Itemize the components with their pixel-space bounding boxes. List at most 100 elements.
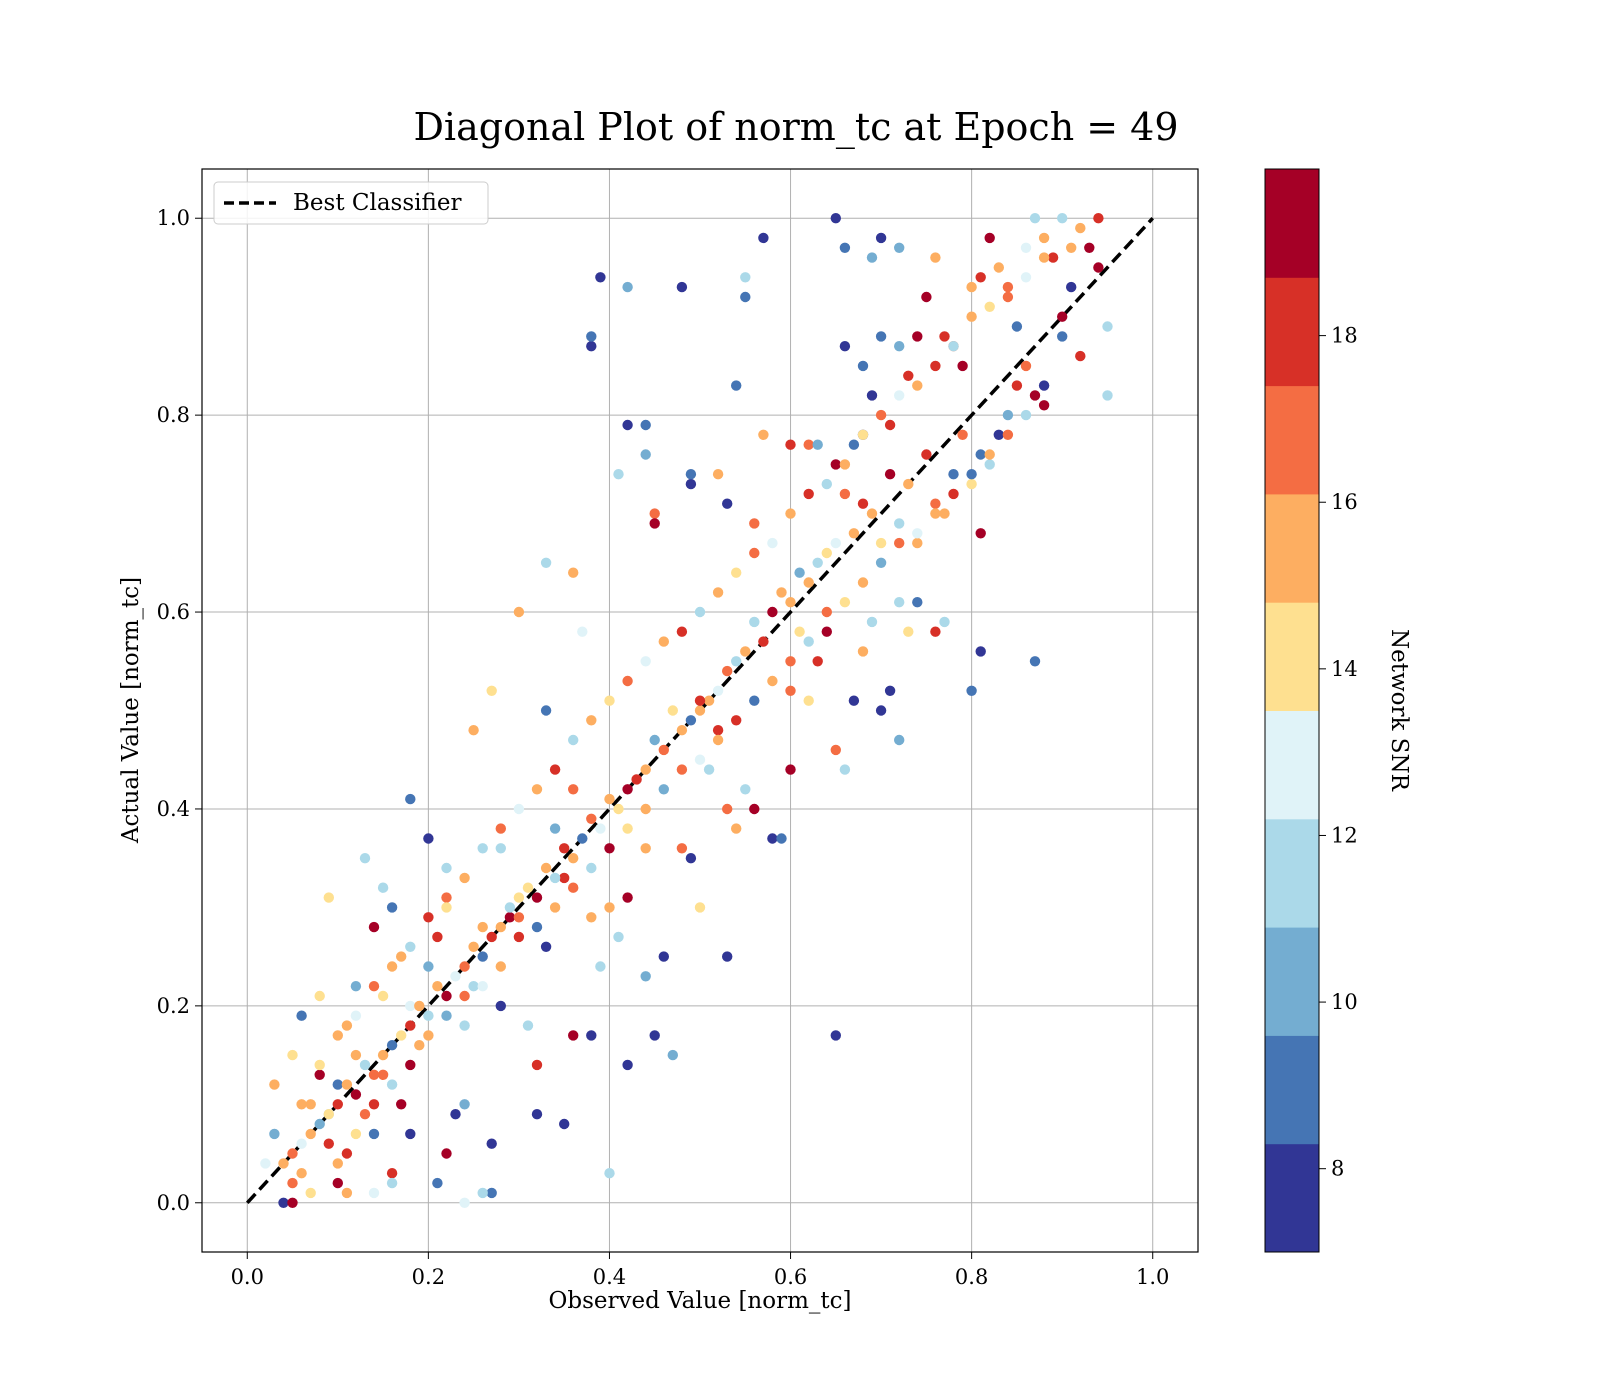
scatter-point (396, 951, 407, 962)
scatter-point (830, 1030, 841, 1041)
scatter-point (513, 606, 525, 618)
scatter-point (857, 577, 869, 588)
scatter-point (993, 262, 1004, 273)
scatter-point (314, 990, 325, 1002)
scatter-point (749, 547, 760, 559)
y-axis-title: Actual Value [norm_tc] (118, 577, 144, 844)
scatter-point (821, 547, 832, 559)
scatter-point (722, 665, 733, 677)
scatter-point (549, 764, 561, 775)
scatter-point (939, 508, 950, 519)
scatter-point (712, 587, 724, 598)
scatter-point (269, 1079, 280, 1090)
scatter-point (712, 725, 724, 736)
scatter-point (694, 695, 706, 706)
scatter-point (894, 597, 905, 608)
scatter-point (930, 360, 941, 372)
scatter-point (875, 557, 887, 568)
scatter-point (866, 508, 878, 519)
scatter-point (930, 498, 941, 509)
scatter-point (830, 744, 841, 756)
scatter-point (405, 941, 416, 952)
scatter-point (685, 853, 697, 864)
scatter-point (731, 823, 742, 834)
scatter-point (1020, 409, 1032, 421)
scatter-point (894, 518, 905, 529)
scatter-point (821, 626, 832, 637)
scatter-point (368, 1069, 380, 1081)
scatter-point (894, 341, 905, 352)
scatter-point (350, 1049, 362, 1061)
scatter-point (803, 439, 814, 450)
scatter-point (559, 1118, 570, 1130)
scatter-point (622, 675, 633, 687)
scatter-point (405, 793, 416, 805)
scatter-point (423, 833, 434, 844)
colorbar-segment (1265, 493, 1319, 603)
scatter-point (975, 272, 986, 283)
scatter-point (441, 892, 452, 903)
scatter-point (658, 951, 669, 962)
scatter-point (984, 301, 995, 312)
scatter-point (1084, 242, 1095, 253)
scatter-point (649, 1030, 660, 1041)
scatter-point (459, 872, 470, 884)
colorbar-title: Network SNR (1386, 629, 1412, 792)
scatter-point (341, 1187, 353, 1199)
scatter-point (341, 1148, 353, 1159)
scatter-point (540, 941, 552, 952)
scatter-points (260, 213, 1113, 1209)
scatter-point (993, 429, 1004, 440)
scatter-point (1011, 380, 1023, 391)
colorbar-segment (1265, 1143, 1319, 1253)
scatter-point (912, 537, 923, 549)
scatter-point (731, 567, 742, 578)
y-tick-label: 0.8 (157, 403, 190, 427)
scatter-point (495, 1000, 506, 1012)
scatter-point (486, 1187, 497, 1199)
scatter-point (386, 961, 398, 972)
scatter-point (740, 784, 751, 795)
scatter-point (649, 508, 660, 519)
y-tick-label: 0.2 (157, 994, 190, 1018)
scatter-point (676, 725, 688, 736)
scatter-point (640, 971, 651, 982)
scatter-point (287, 1177, 298, 1189)
scatter-point (948, 469, 959, 480)
scatter-point (405, 1020, 416, 1031)
scatter-point (794, 626, 805, 637)
scatter-point (305, 1128, 316, 1140)
scatter-point (287, 1148, 298, 1159)
colorbar-tick-label: 14 (1331, 657, 1358, 681)
scatter-point (694, 754, 706, 765)
scatter-point (749, 803, 760, 815)
scatter-point (278, 1158, 289, 1169)
legend-label: Best Classifier (293, 190, 461, 216)
scatter-point (894, 734, 905, 746)
scatter-point (305, 1187, 316, 1199)
scatter-point (1102, 321, 1113, 332)
scatter-point (1057, 311, 1068, 322)
scatter-point (839, 242, 851, 253)
scatter-point (450, 1109, 461, 1120)
scatter-point (441, 1010, 452, 1021)
scatter-point (722, 498, 733, 509)
scatter-point (314, 1118, 325, 1130)
scatter-point (658, 636, 669, 647)
colorbar-tick-label: 12 (1331, 823, 1358, 847)
scatter-point (405, 1000, 416, 1012)
scatter-point (821, 606, 832, 618)
scatter-point (522, 882, 534, 893)
scatter-point (1057, 213, 1068, 224)
scatter-point (640, 449, 651, 460)
scatter-point (622, 419, 633, 431)
scatter-point (948, 341, 959, 352)
scatter-point (703, 764, 715, 775)
scatter-point (785, 597, 796, 608)
scatter-point (586, 862, 597, 874)
scatter-point (731, 380, 742, 391)
scatter-point (1047, 252, 1059, 263)
colorbar: 8 10 12 14 16 18 (1264, 168, 1358, 1253)
scatter-point (423, 912, 434, 923)
colorbar-tick-label: 8 (1331, 1157, 1344, 1181)
